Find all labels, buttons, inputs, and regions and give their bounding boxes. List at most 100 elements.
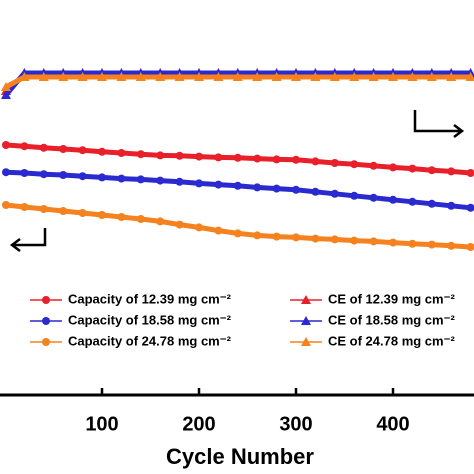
marker-circle <box>350 236 359 245</box>
marker-triangle <box>155 72 166 81</box>
marker-circle <box>427 240 436 249</box>
marker-triangle <box>135 72 146 81</box>
marker-circle <box>195 179 203 188</box>
marker-circle <box>447 241 456 250</box>
marker-triangle <box>301 295 311 304</box>
marker-circle <box>214 226 223 235</box>
marker-triangle <box>368 72 379 81</box>
marker-circle <box>175 177 184 186</box>
marker-circle <box>156 217 165 226</box>
marker-circle <box>389 195 397 204</box>
marker-circle <box>42 296 50 304</box>
legend: Capacity of 12.39 mg cm⁻² Capacity of 18.… <box>30 291 455 348</box>
legend-label: CE of 18.58 mg cm⁻² <box>328 312 455 327</box>
x-tick-label: 200 <box>182 413 215 435</box>
marker-circle <box>98 173 106 182</box>
marker-circle <box>1 141 10 149</box>
marker-circle <box>466 169 474 177</box>
marker-circle <box>408 164 417 173</box>
marker-circle <box>195 152 203 161</box>
marker-circle <box>98 211 106 219</box>
marker-circle <box>389 163 397 172</box>
marker-circle <box>408 239 417 248</box>
marker-circle <box>59 171 68 179</box>
marker-circle <box>214 180 223 189</box>
series-line <box>5 202 471 250</box>
marker-circle <box>78 209 87 217</box>
marker-circle <box>117 149 126 157</box>
marker-circle <box>466 243 474 251</box>
right-arrow <box>413 110 465 138</box>
marker-triangle <box>38 72 49 81</box>
marker-circle <box>330 235 339 244</box>
series-line <box>5 169 471 211</box>
marker-circle <box>311 157 320 166</box>
marker-circle <box>311 187 320 196</box>
marker-circle <box>175 220 184 229</box>
marker-circle <box>117 213 126 221</box>
marker-circle <box>214 153 223 162</box>
marker-circle <box>39 170 48 179</box>
marker-circle <box>175 151 184 160</box>
marker-circle <box>253 231 262 240</box>
marker-circle <box>272 155 281 164</box>
marker-circle <box>447 201 456 210</box>
marker-circle <box>466 203 474 212</box>
marker-circle <box>78 146 87 155</box>
x-axis-label: Cycle Number <box>166 444 314 469</box>
marker-triangle <box>426 72 437 81</box>
marker-circle <box>156 151 165 160</box>
marker-triangle <box>301 337 311 346</box>
marker-circle <box>272 184 281 193</box>
marker-triangle <box>194 72 204 81</box>
marker-triangle <box>19 72 30 81</box>
marker-circle <box>253 183 262 192</box>
marker-circle <box>292 185 300 194</box>
marker-triangle <box>310 72 321 81</box>
marker-circle <box>311 234 320 243</box>
x-tick-label: 400 <box>376 413 409 435</box>
left-arrow <box>9 228 47 252</box>
marker-triangle <box>174 72 185 81</box>
marker-triangle <box>0 82 11 91</box>
marker-circle <box>156 176 165 185</box>
marker-circle <box>369 193 378 202</box>
marker-circle <box>427 166 436 175</box>
legend-label: Capacity of 18.58 mg cm⁻² <box>68 312 232 327</box>
marker-circle <box>389 238 397 247</box>
marker-triangle <box>232 72 243 81</box>
marker-triangle <box>301 316 311 325</box>
marker-circle <box>59 207 68 215</box>
legend-label: Capacity of 24.78 mg cm⁻² <box>68 333 232 348</box>
legend-label: CE of 12.39 mg cm⁻² <box>328 291 455 306</box>
marker-triangle <box>291 72 301 81</box>
marker-circle <box>42 338 50 346</box>
marker-triangle <box>446 72 457 81</box>
marker-triangle <box>388 72 398 81</box>
marker-triangle <box>58 72 69 81</box>
legend-label: CE of 24.78 mg cm⁻² <box>328 333 455 348</box>
marker-circle <box>42 317 50 325</box>
marker-triangle <box>97 72 107 81</box>
marker-circle <box>369 161 378 170</box>
marker-circle <box>39 143 48 152</box>
legend-label: Capacity of 12.39 mg cm⁻² <box>68 291 232 306</box>
marker-triangle <box>465 72 474 81</box>
marker-triangle <box>0 90 11 99</box>
marker-circle <box>98 147 106 156</box>
marker-triangle <box>77 72 88 81</box>
marker-circle <box>272 232 281 241</box>
marker-circle <box>20 169 29 177</box>
marker-triangle <box>252 72 263 81</box>
marker-circle <box>136 175 145 184</box>
marker-circle <box>350 191 359 200</box>
x-tick-label: 300 <box>279 413 312 435</box>
marker-circle <box>233 181 242 190</box>
marker-circle <box>292 155 300 164</box>
marker-triangle <box>271 72 282 81</box>
marker-circle <box>136 215 145 223</box>
marker-circle <box>369 237 378 246</box>
marker-circle <box>350 160 359 169</box>
marker-circle <box>330 189 339 198</box>
